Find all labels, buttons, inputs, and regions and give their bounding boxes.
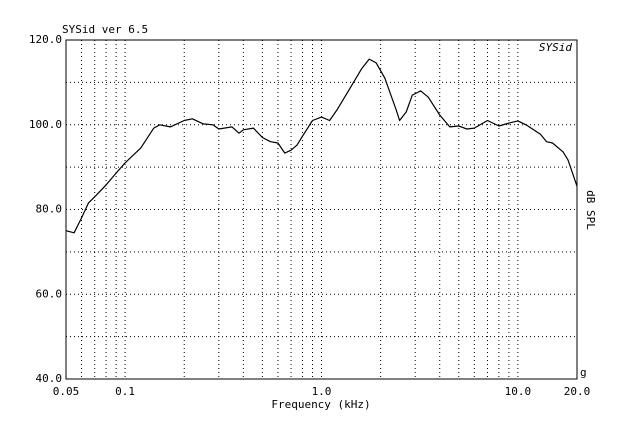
y-tick-label: 40.0 bbox=[36, 372, 63, 385]
x-tick-label: 1.0 bbox=[312, 385, 332, 398]
corner-mark: g bbox=[580, 366, 587, 379]
y-tick-label: 60.0 bbox=[36, 287, 63, 300]
x-axis-label: Frequency (kHz) bbox=[271, 398, 370, 411]
y-tick-label: 80.0 bbox=[36, 203, 63, 216]
x-tick-label: 0.05 bbox=[53, 385, 80, 398]
watermark: SYSid bbox=[539, 41, 572, 54]
x-tick-label: 0.1 bbox=[115, 385, 135, 398]
response-curve bbox=[65, 58, 578, 234]
y-tick-label: 120.0 bbox=[29, 33, 62, 46]
y-tick-label: 100.0 bbox=[29, 118, 62, 131]
x-tick-label: 10.0 bbox=[505, 385, 532, 398]
chart-title: SYSid ver 6.5 bbox=[62, 23, 148, 36]
y-axis-label: dB SPL bbox=[584, 190, 597, 230]
plot-frame bbox=[65, 39, 578, 380]
x-tick-label: 20.0 bbox=[564, 385, 591, 398]
